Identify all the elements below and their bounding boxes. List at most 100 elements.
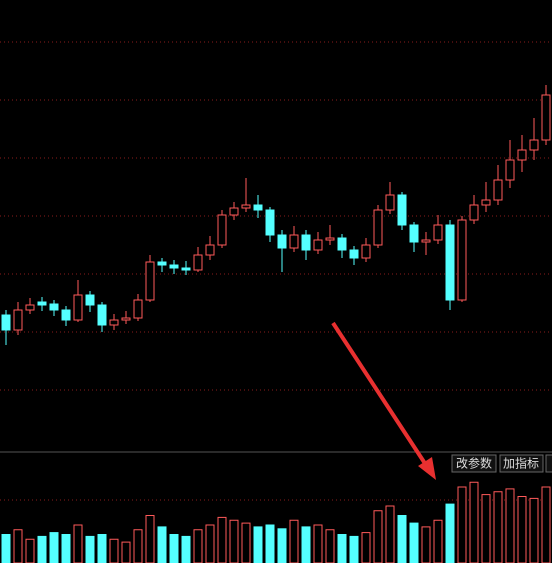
candle-body (109, 319, 119, 326)
volume-bar (397, 515, 407, 563)
candle-body (385, 194, 395, 211)
volume-bar (433, 519, 443, 563)
candle-body (169, 264, 179, 269)
volume-bar (73, 524, 83, 563)
candle-body (37, 301, 47, 306)
volume-bar (217, 516, 227, 563)
volume-bar (529, 497, 539, 563)
candle-body (529, 139, 539, 151)
candle-body (277, 234, 287, 249)
volume-bar (121, 541, 131, 563)
volume-bar (97, 534, 107, 563)
volume-bar (241, 522, 251, 563)
candle-body (397, 194, 407, 226)
volume-bar (541, 486, 551, 563)
candle-body (49, 303, 59, 311)
candle-body (121, 317, 131, 321)
volume-bar (361, 532, 371, 563)
volume-bar (469, 481, 479, 563)
volume-bar (385, 505, 395, 563)
candle-body (421, 239, 431, 243)
candle-body (325, 237, 335, 241)
candle-body (85, 294, 95, 306)
volume-bar (289, 519, 299, 563)
button-label[interactable]: 改参数 (456, 456, 492, 471)
candle-body (13, 309, 23, 331)
candle-body (73, 294, 83, 321)
candle-body (253, 204, 263, 211)
candle-body (337, 237, 347, 251)
candle-body (361, 244, 371, 259)
candle-body (373, 209, 383, 246)
volume-bar (409, 522, 419, 563)
candle-body (193, 254, 203, 271)
volume-bar (13, 529, 23, 563)
volume-bar (193, 529, 203, 563)
candle-body (157, 261, 167, 266)
candle-body (229, 207, 239, 216)
candle-body (205, 244, 215, 256)
button[interactable]: 改参数 (451, 454, 497, 473)
candle-body (445, 224, 455, 301)
volume-bar (457, 486, 467, 563)
candle-body (301, 234, 311, 251)
candle-body (493, 179, 503, 201)
volume-bar (85, 535, 95, 563)
volume-bar (109, 538, 119, 563)
arrow (331, 321, 436, 480)
candle-body (433, 224, 443, 241)
candle-body (1, 314, 11, 331)
candle-body (505, 159, 515, 181)
volume-bar (229, 519, 239, 563)
volume-bar (37, 535, 47, 563)
volume-bar (481, 494, 491, 563)
volume-bar (1, 534, 11, 563)
volume-bar (157, 526, 167, 563)
volume-bar (61, 534, 71, 563)
volume-bar (517, 496, 527, 563)
candle-body (61, 309, 71, 321)
volume-bar (421, 526, 431, 563)
volume-bar (25, 538, 35, 563)
volume-bar (49, 532, 59, 563)
candle-body (217, 214, 227, 246)
button-label[interactable]: 加指标 (503, 456, 539, 471)
volume-bar (349, 535, 359, 563)
candle-body (289, 234, 299, 249)
volume-bar (493, 491, 503, 563)
volume-bar (373, 510, 383, 563)
candle-body (181, 267, 191, 271)
volume-bar (301, 526, 311, 563)
volume-bar (181, 535, 191, 563)
volume-bar (133, 529, 143, 563)
candle-body (469, 204, 479, 221)
volume-bar (205, 524, 215, 563)
volume-bar (505, 488, 515, 563)
candle-body (25, 304, 35, 311)
volume-bar (253, 526, 263, 563)
volume-bar (337, 534, 347, 563)
volume-bar (145, 515, 155, 563)
button[interactable] (545, 454, 552, 473)
volume-bar (265, 524, 275, 563)
candle-body (349, 249, 359, 259)
volume-bar (325, 529, 335, 563)
candle-body (541, 94, 551, 141)
volume-bar (445, 503, 455, 563)
candle-body (313, 239, 323, 251)
candle-body (517, 149, 527, 161)
volume-bar (277, 528, 287, 563)
volume-bar (313, 524, 323, 563)
candle-body (409, 224, 419, 243)
candle-body (97, 304, 107, 326)
grid (0, 41, 552, 501)
candle-body (133, 299, 143, 319)
candle-body (145, 261, 155, 301)
candle-body (265, 209, 275, 236)
volume-bar (169, 534, 179, 563)
candle-body (457, 219, 467, 301)
candle-body (241, 204, 251, 209)
button[interactable]: 加指标 (499, 454, 544, 473)
candle-body (481, 199, 491, 206)
